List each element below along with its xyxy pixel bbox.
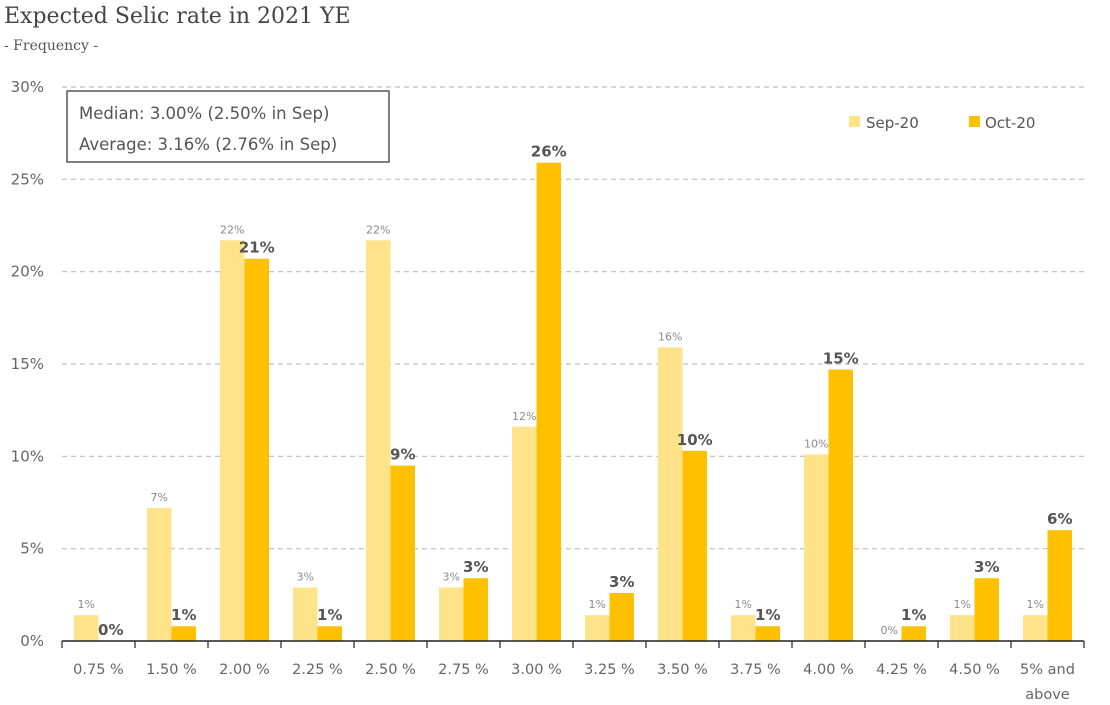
bar-sep-20: [220, 240, 245, 642]
y-tick-label: 30%: [11, 78, 44, 96]
x-tick-label: 2.50 %: [365, 662, 416, 678]
data-label-oct-20: 6%: [1047, 510, 1072, 528]
bar-sep-20: [366, 240, 391, 642]
bar-sep-20: [731, 615, 756, 641]
data-label-oct-20: 0%: [98, 621, 123, 639]
data-label-sep-20: 10%: [804, 437, 828, 450]
x-tick-label: 3.50 %: [657, 662, 708, 678]
bar-oct-20: [974, 578, 999, 641]
y-tick-label: 0%: [20, 632, 44, 650]
bar-sep-20: [950, 615, 975, 641]
bar-oct-20: [244, 258, 269, 641]
bar-oct-20: [390, 465, 415, 641]
data-label-oct-20: 1%: [755, 606, 780, 624]
data-label-sep-20: 1%: [589, 598, 606, 611]
legend-swatch-oct-20: [969, 116, 980, 127]
annotation-median: Median: 3.00% (2.50% in Sep): [79, 104, 329, 123]
bar-oct-20: [171, 626, 196, 641]
bar-sep-20: [1023, 615, 1048, 641]
data-label-oct-20: 15%: [823, 350, 859, 368]
data-label-sep-20: 1%: [735, 598, 752, 611]
data-label-sep-20: 0%: [881, 624, 898, 637]
x-axis: 0.75 % 1.50 % 2.00 % 2.25 % 2.50 % 2.75 % 3.00…: [61, 640, 1085, 703]
x-tick-label: 3.25 %: [584, 662, 635, 678]
legend-label-oct-20: Oct-20: [985, 114, 1035, 132]
y-axis: 0% 5% 10% 15% 20% 25% 30%: [11, 78, 44, 650]
y-tick-label: 10%: [11, 447, 44, 465]
data-label-sep-20: 1%: [954, 598, 971, 611]
bar-oct-20: [1047, 530, 1072, 641]
y-tick-label: 20%: [11, 263, 44, 281]
annotation-border: [66, 90, 390, 163]
x-tick-label: 2.25 %: [292, 662, 343, 678]
data-label-oct-20: 3%: [974, 558, 999, 576]
x-tick-label: 4.25 %: [876, 662, 927, 678]
annotation-average: Average: 3.16% (2.76% in Sep): [79, 135, 337, 154]
bar-sep-20: [512, 426, 537, 641]
bar-oct-20: [463, 578, 488, 641]
bars: [74, 162, 1072, 642]
chart-subtitle: - Frequency -: [4, 38, 98, 54]
bar-sep-20: [293, 587, 318, 641]
bar-oct-20: [755, 626, 780, 641]
data-label-oct-20: 21%: [239, 239, 275, 257]
legend-label-sep-20: Sep-20: [866, 114, 919, 132]
x-tick-label: 0.75 %: [73, 662, 124, 678]
bar-sep-20: [439, 587, 464, 641]
bar-sep-20: [804, 454, 829, 641]
bar-sep-20: [74, 615, 99, 641]
data-label-oct-20: 26%: [531, 143, 567, 161]
bar-oct-20: [828, 369, 853, 641]
bar-oct-20: [609, 592, 634, 641]
legend-swatch-sep-20: [849, 116, 860, 127]
bar-oct-20: [901, 626, 926, 641]
data-labels: 1%0%7%1%22%21%3%1%22%9%3%3%12%26%1%3%16%…: [78, 143, 1073, 639]
data-label-sep-20: 22%: [220, 223, 244, 236]
data-label-oct-20: 9%: [390, 446, 415, 464]
data-label-oct-20: 1%: [901, 606, 926, 624]
data-label-sep-20: 3%: [443, 570, 460, 583]
data-label-oct-20: 1%: [317, 606, 342, 624]
data-label-sep-20: 1%: [1027, 598, 1044, 611]
bar-oct-20: [317, 626, 342, 641]
y-tick-label: 15%: [11, 355, 44, 373]
data-label-oct-20: 3%: [463, 558, 488, 576]
x-tick-label: 5% and above: [1020, 662, 1075, 703]
x-tick-label: 3.00 %: [511, 662, 562, 678]
annotation-box: Median: 3.00% (2.50% in Sep) Average: 3.…: [66, 90, 390, 163]
data-label-sep-20: 16%: [658, 330, 682, 343]
data-label-oct-20: 1%: [171, 606, 196, 624]
data-label-sep-20: 12%: [512, 410, 536, 423]
data-label-sep-20: 22%: [366, 223, 390, 236]
data-label-sep-20: 7%: [151, 491, 168, 504]
bar-sep-20: [658, 347, 683, 641]
data-label-oct-20: 10%: [677, 431, 713, 449]
y-tick-label: 5%: [20, 540, 44, 558]
data-label-oct-20: 3%: [609, 573, 634, 591]
bar-sep-20: [147, 508, 172, 641]
legend: Sep-20 Oct-20: [849, 114, 1035, 132]
bar-oct-20: [682, 450, 707, 641]
bar-sep-20: [585, 615, 610, 641]
x-tick-label: 2.75 %: [438, 662, 489, 678]
y-tick-label: 25%: [11, 170, 44, 188]
chart-title: Expected Selic rate in 2021 YE: [4, 4, 351, 29]
x-tick-label: 4.50 %: [949, 662, 1000, 678]
data-label-sep-20: 3%: [297, 570, 314, 583]
x-tick-label: 1.50 %: [146, 662, 197, 678]
bar-oct-20: [536, 162, 561, 642]
x-tick-label: 4.00 %: [803, 662, 854, 678]
x-tick-label: 3.75 %: [730, 662, 781, 678]
x-tick-label: 2.00 %: [219, 662, 270, 678]
data-label-sep-20: 1%: [78, 598, 95, 611]
